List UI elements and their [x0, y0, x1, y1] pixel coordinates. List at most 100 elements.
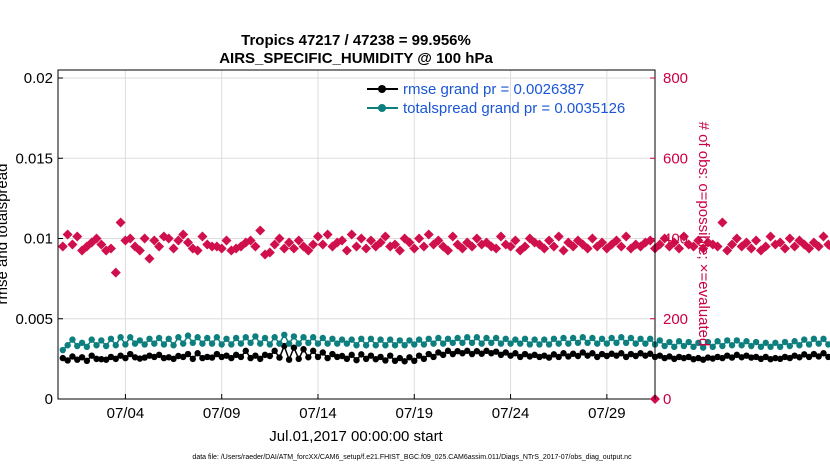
rmse-point-66: [377, 353, 384, 361]
totalspread-point-155: [805, 341, 813, 348]
obs_evaluated-point-102: [548, 241, 559, 252]
obs_evaluated-point-116: [616, 241, 627, 252]
rmse-point-40: [252, 352, 259, 359]
obs_evaluated-point-125: [659, 233, 670, 244]
rmse-point-77: [430, 353, 437, 361]
totalspread-point-137: [719, 342, 726, 350]
legend-totalspread-marker: [378, 104, 386, 112]
rmse-point-109: [584, 352, 591, 359]
totalspread-point-23: [170, 342, 177, 349]
totalspread-point-112: [598, 335, 606, 343]
totalspread-point-150: [781, 338, 789, 346]
obs_evaluated-point-103: [553, 231, 564, 242]
rmse-point-3: [74, 356, 81, 363]
totalspread-point-91: [497, 340, 505, 347]
obs_evaluated-point-140: [731, 233, 742, 244]
rmse-point-78: [435, 349, 442, 356]
rmse-point-120: [637, 350, 644, 357]
obs_evaluated-point-2: [67, 239, 78, 250]
obs_evaluated-point-29: [197, 231, 208, 242]
obs_evaluated-point-3: [72, 231, 83, 242]
totalspread-point-83: [459, 339, 466, 347]
totalspread-point-131: [690, 343, 697, 351]
obs_evaluated-point-11: [110, 267, 121, 278]
y-left-tick-label-1: 0.005: [15, 311, 53, 328]
obs_evaluated-point-93: [505, 241, 516, 252]
obs_evaluated-point-44: [269, 239, 280, 250]
totalspread-point-154: [801, 336, 808, 343]
totalspread-point-30: [204, 334, 211, 342]
obs_evaluated-point-46: [279, 243, 290, 254]
totalspread-point-113: [603, 340, 611, 347]
totalspread-point-72: [406, 337, 413, 344]
rmse-point-88: [483, 347, 490, 355]
totalspread-point-49: [295, 340, 302, 347]
totalspread-point-20: [155, 334, 163, 342]
obs_evaluated-point-101: [544, 235, 555, 246]
totalspread-point-31: [208, 340, 216, 347]
totalspread-point-157: [815, 340, 822, 347]
rmse-point-48: [290, 344, 298, 351]
rmse-point-80: [444, 347, 452, 355]
totalspread-point-46: [281, 331, 288, 338]
x-tick-label-1: 07/09: [203, 405, 241, 422]
rmse-point-76: [425, 350, 432, 358]
rmse-point-93: [507, 352, 514, 359]
rmse-point-157: [815, 353, 822, 360]
rmse-point-152: [791, 352, 798, 359]
obs_evaluated-point-0: [57, 241, 68, 252]
rmse-point-81: [449, 350, 456, 358]
rmse-point-83: [459, 350, 466, 357]
rmse-point-94: [512, 350, 519, 357]
rmse-point-86: [473, 347, 481, 355]
rmse-point-118: [627, 350, 635, 358]
rmse-point-54: [319, 349, 326, 356]
totalspread-point-37: [237, 340, 245, 347]
rmse-point-20: [155, 351, 163, 359]
totalspread-point-94: [512, 336, 519, 343]
obs_evaluated-point-18: [144, 253, 155, 264]
y-right-tick-label-0: 0: [663, 391, 671, 408]
totalspread-point-136: [714, 338, 721, 345]
totalspread-point-146: [762, 339, 769, 347]
rmse-point-5: [83, 357, 91, 364]
totalspread-point-106: [569, 334, 577, 342]
obs_evaluated-point-109: [582, 243, 593, 254]
rmse-point-102: [550, 351, 558, 358]
totalspread-point-21: [160, 341, 168, 348]
rmse-point-82: [454, 347, 461, 355]
obs_evaluated-point-33: [216, 243, 227, 254]
rmse-point-100: [541, 352, 548, 359]
rmse-point-51: [305, 354, 312, 361]
obs_evaluated-point-54: [317, 239, 328, 250]
obs_evaluated-point-132: [693, 235, 704, 246]
rmse-point-141: [738, 354, 745, 361]
legend-totalspread-label: totalspread grand pr = 0.0035126: [403, 100, 625, 117]
rmse-point-73: [411, 357, 418, 364]
x-tick-label-5: 07/29: [588, 405, 626, 422]
totalspread-point-74: [415, 336, 423, 343]
rmse-point-107: [574, 352, 582, 360]
rmse-point-135: [709, 355, 716, 362]
rmse-point-29: [199, 354, 206, 362]
rmse-point-128: [675, 353, 683, 361]
rmse-point-104: [560, 350, 567, 357]
totalspread-point-41: [257, 340, 264, 347]
rmse-point-0: [59, 354, 67, 362]
totalspread-point-88: [483, 334, 490, 342]
rmse-point-145: [757, 355, 765, 363]
totalspread-point-148: [772, 339, 779, 347]
totalspread-point-43: [266, 341, 274, 348]
obs_evaluated-point-90: [491, 243, 502, 254]
totalspread-point-151: [786, 342, 794, 350]
obs_evaluated-point-81: [447, 231, 458, 242]
rmse-point-138: [724, 352, 731, 359]
totalspread-point-143: [748, 342, 755, 350]
rmse-point-112: [598, 350, 606, 358]
rmse-point-7: [93, 355, 100, 363]
obs_evaluated-point-137: [717, 217, 728, 228]
axis-ticks: 07/04 07/09 07/14 07/19 07/24 07/29 0 0.005 0.01…: [15, 70, 688, 422]
obs_evaluated-point-41: [255, 225, 266, 236]
rmse-point-57: [334, 353, 341, 361]
